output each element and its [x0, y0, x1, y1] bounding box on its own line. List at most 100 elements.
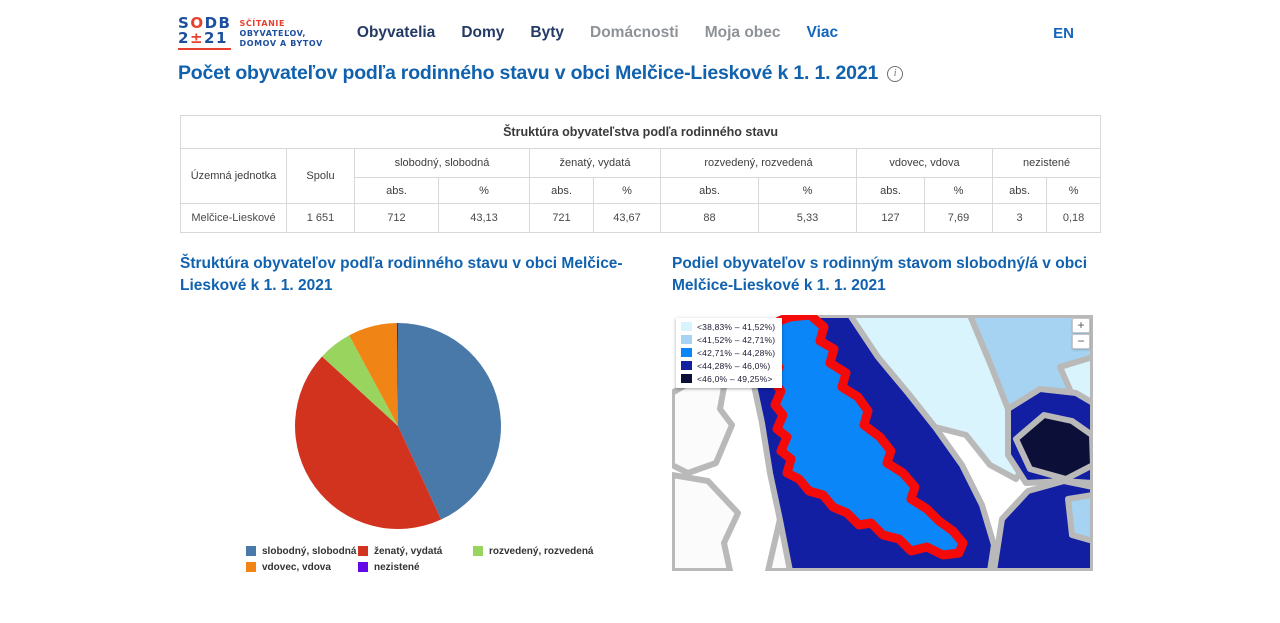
subcol-pct: % — [924, 177, 993, 204]
cell-value: 0,18 — [1045, 203, 1102, 233]
col-group-single: slobodný, slobodná — [354, 148, 530, 178]
map-legend: <38,83% – 41,52%) <41,52% – 42,71%) <42,… — [676, 317, 783, 388]
cell-value: 712 — [354, 203, 439, 233]
subcol-abs: abs. — [992, 177, 1047, 204]
pie-slice-0[interactable] — [398, 322, 501, 520]
page-title: Počet obyvateľov podľa rodinného stavu v… — [178, 62, 879, 84]
map-legend-label: <41,52% – 42,71%) — [697, 334, 776, 345]
subcol-pct: % — [438, 177, 530, 204]
map-legend-swatch — [681, 361, 692, 371]
col-header-total: Spolu — [286, 148, 355, 204]
main-nav: Obyvatelia Domy Byty Domácnosti Moja obe… — [357, 24, 838, 42]
map-region[interactable] — [1057, 353, 1093, 410]
nav-item-moja-obec[interactable]: Moja obec — [704, 24, 781, 41]
nav-item-byty[interactable]: Byty — [530, 24, 564, 41]
map-legend-swatch — [681, 374, 692, 384]
col-group-unknown: nezistené — [991, 148, 1102, 178]
cell-value: 7,69 — [924, 203, 993, 233]
nav-item-domy[interactable]: Domy — [461, 24, 505, 41]
map-section: Podiel obyvateľov s rodinným stavom slob… — [672, 253, 1100, 573]
cell-value: 721 — [529, 203, 594, 233]
cell-unit: Melčice-Lieskové — [180, 203, 287, 233]
pie-slice-3[interactable] — [349, 322, 398, 426]
pie-chart — [292, 320, 504, 532]
legend-label: nezistené — [374, 561, 420, 573]
sodb-logo[interactable]: SODB 2±21 SČÍTANIE OBYVATEĽOV, DOMOV A B… — [178, 16, 323, 50]
pie-slice-1[interactable] — [295, 356, 442, 529]
charts-row: Štruktúra obyvateľov podľa rodinného sta… — [180, 253, 1100, 573]
table-row: Melčice-Lieskové 1 651 712 43,13 721 43,… — [180, 203, 1102, 233]
pie-chart-title: Štruktúra obyvateľov podľa rodinného sta… — [180, 255, 623, 295]
legend-swatch-widowed — [246, 562, 256, 573]
nav-item-viac[interactable]: Viac — [806, 24, 839, 41]
legend-item-divorced: rozvedený, rozvedená — [473, 546, 660, 557]
zoom-in-button[interactable]: + — [1072, 317, 1090, 333]
subcol-pct: % — [758, 177, 857, 204]
map-legend-swatch — [681, 348, 692, 358]
pie-chart-svg — [295, 322, 501, 529]
col-group-widowed: vdovec, vdova — [856, 148, 993, 178]
map-zoom-controls: + − — [1072, 317, 1090, 349]
map-legend-label: <42,71% – 44,28%) — [697, 347, 776, 358]
map-svg — [672, 314, 1093, 571]
col-group-married: ženatý, vydatá — [529, 148, 661, 178]
header: SODB 2±21 SČÍTANIE OBYVATEĽOV, DOMOV A B… — [178, 10, 1102, 56]
subcol-abs: abs. — [660, 177, 759, 204]
subcol-abs: abs. — [354, 177, 439, 204]
map-legend-swatch — [681, 335, 692, 345]
map-region[interactable] — [1065, 491, 1093, 544]
cell-value: 3 — [992, 203, 1047, 233]
legend-label: rozvedený, rozvedená — [489, 545, 594, 557]
map-legend-row: <38,83% – 41,52%) — [681, 322, 775, 332]
sodb-logo-mark: SODB 2±21 — [178, 16, 232, 50]
cell-value: 43,67 — [593, 203, 661, 233]
subcol-pct: % — [1045, 177, 1102, 204]
nav-item-domacnosti[interactable]: Domácnosti — [590, 24, 679, 41]
info-icon[interactable]: i — [887, 65, 904, 82]
pie-slice-2[interactable] — [322, 335, 398, 426]
pie-legend: slobodný, slobodná ženatý, vydatá rozved… — [246, 546, 660, 573]
subcol-abs: abs. — [529, 177, 594, 204]
map-region[interactable] — [1013, 411, 1093, 482]
map-legend-row: <41,52% – 42,71%) — [681, 335, 775, 345]
pie-chart-section: Štruktúra obyvateľov podľa rodinného sta… — [180, 253, 660, 573]
col-header-unit: Územná jednotka — [180, 148, 287, 204]
map-legend-row: <44,28% – 46,0%) — [681, 361, 775, 371]
legend-swatch-unknown — [358, 562, 368, 573]
legend-label: slobodný, slobodná — [262, 545, 357, 557]
cell-value: 88 — [660, 203, 759, 233]
legend-item-widowed: vdovec, vdova — [246, 562, 358, 573]
legend-label: vdovec, vdova — [262, 561, 331, 573]
marital-status-table: Štruktúra obyvateľstva podľa rodinného s… — [179, 115, 1102, 233]
map-legend-row: <42,71% – 44,28%) — [681, 348, 775, 358]
choropleth-map[interactable]: <38,83% – 41,52%) <41,52% – 42,71%) <42,… — [672, 314, 1093, 571]
zoom-out-button[interactable]: − — [1072, 333, 1090, 349]
cell-value: 43,13 — [438, 203, 530, 233]
legend-item-married: ženatý, vydatá — [358, 546, 473, 557]
legend-swatch-single — [246, 546, 256, 557]
subcol-pct: % — [593, 177, 661, 204]
cell-value: 5,33 — [758, 203, 857, 233]
map-legend-label: <38,83% – 41,52%) — [697, 321, 776, 332]
map-region-highlighted-melcice-lieskove[interactable] — [766, 314, 968, 560]
language-switcher[interactable]: EN — [1053, 24, 1074, 42]
nav-item-obyvatelia[interactable]: Obyvatelia — [356, 24, 436, 41]
legend-swatch-married — [358, 546, 368, 557]
map-region — [672, 471, 741, 571]
map-legend-row: <46,0% – 49,25%> — [681, 374, 775, 384]
col-group-divorced: rozvedený, rozvedená — [660, 148, 857, 178]
legend-swatch-divorced — [473, 546, 483, 557]
sodb-logo-tagline: SČÍTANIE OBYVATEĽOV, DOMOV A BYTOV — [239, 19, 323, 49]
legend-item-unknown: nezistené — [358, 562, 473, 573]
cell-total: 1 651 — [286, 203, 355, 233]
map-title: Podiel obyvateľov s rodinným stavom slob… — [672, 255, 1088, 295]
table-title: Štruktúra obyvateľstva podľa rodinného s… — [179, 115, 1102, 149]
title-row: Počet obyvateľov podľa rodinného stavu v… — [178, 62, 904, 85]
legend-item-single: slobodný, slobodná — [246, 546, 358, 557]
subcol-abs: abs. — [856, 177, 925, 204]
cell-value: 127 — [856, 203, 925, 233]
pie-slice-4[interactable] — [396, 322, 398, 426]
map-legend-swatch — [681, 322, 692, 332]
map-legend-label: <46,0% – 49,25%> — [697, 373, 773, 384]
